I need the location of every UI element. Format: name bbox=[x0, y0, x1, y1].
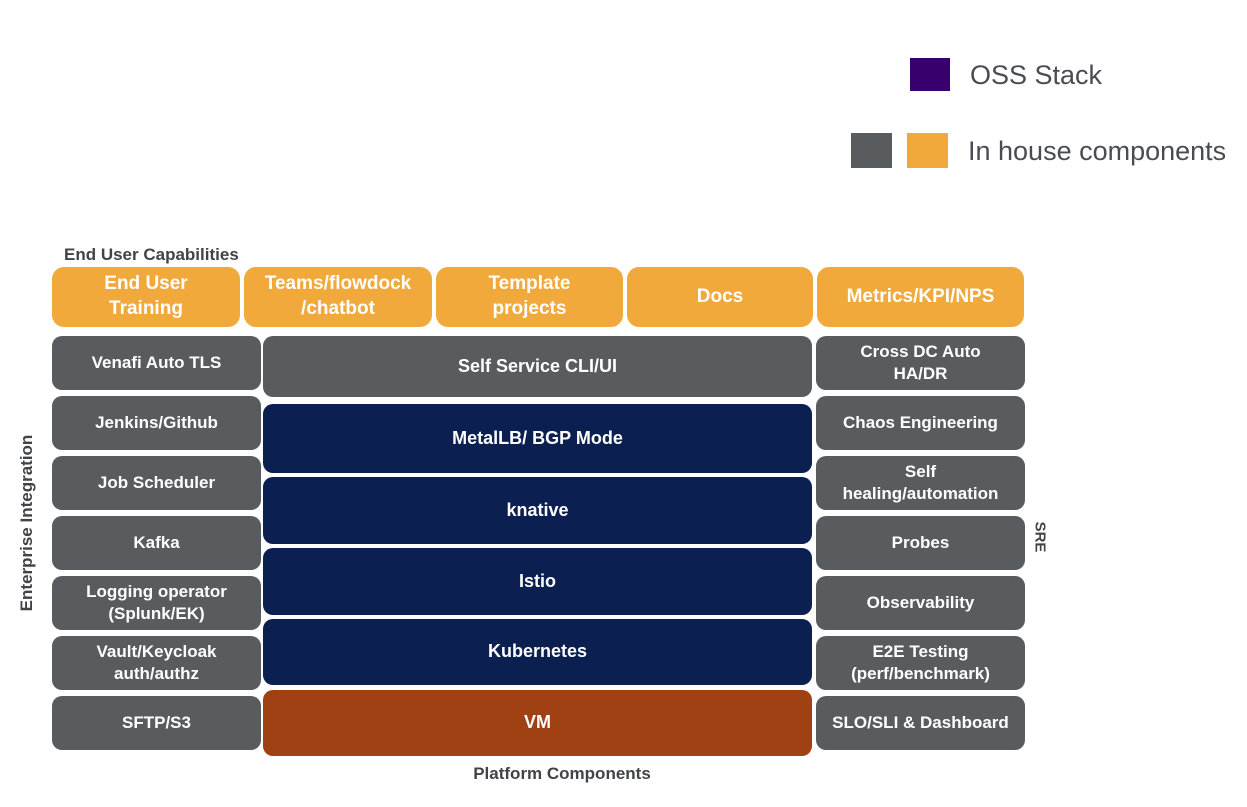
block-probes: Probes bbox=[816, 516, 1025, 570]
legend-swatch-inhouse-gray bbox=[851, 133, 892, 168]
label-sre: SRE bbox=[1031, 521, 1049, 553]
block-observability: Observability bbox=[816, 576, 1025, 630]
block-teams-flowdock-chatbot: Teams/flowdock /chatbot bbox=[244, 267, 432, 327]
block-docs: Docs bbox=[627, 267, 813, 327]
block-end-user-training: End User Training bbox=[52, 267, 240, 327]
label-end-user-capabilities: End User Capabilities bbox=[64, 245, 239, 264]
block-metallb-bgp-mode: MetalLB/ BGP Mode bbox=[263, 404, 812, 473]
block-metrics-kpi-nps: Metrics/KPI/NPS bbox=[817, 267, 1024, 327]
legend-swatch-oss bbox=[910, 58, 950, 91]
block-slo-sli-dashboard: SLO/SLI & Dashboard bbox=[816, 696, 1025, 750]
block-vm: VM bbox=[263, 690, 812, 756]
block-template-projects: Template projects bbox=[436, 267, 623, 327]
block-istio: Istio bbox=[263, 548, 812, 615]
block-cross-dc-auto-ha-dr: Cross DC Auto HA/DR bbox=[816, 336, 1025, 390]
block-chaos-engineering: Chaos Engineering bbox=[816, 396, 1025, 450]
block-knative: knative bbox=[263, 477, 812, 544]
block-kubernetes: Kubernetes bbox=[263, 619, 812, 685]
block-kafka: Kafka bbox=[52, 516, 261, 570]
legend-swatch-inhouse-orange bbox=[907, 133, 948, 168]
block-self-healing-automation: Self healing/automation bbox=[816, 456, 1025, 510]
legend-label-inhouse: In house components bbox=[968, 136, 1227, 166]
block-job-scheduler: Job Scheduler bbox=[52, 456, 261, 510]
block-venafi-auto-tls: Venafi Auto TLS bbox=[52, 336, 261, 390]
block-sftp-s3: SFTP/S3 bbox=[52, 696, 261, 750]
block-e2e-testing: E2E Testing (perf/benchmark) bbox=[816, 636, 1025, 690]
legend-label-oss: OSS Stack bbox=[970, 60, 1103, 90]
label-platform-components: Platform Components bbox=[473, 764, 651, 783]
block-self-service-cli-ui: Self Service CLI/UI bbox=[263, 336, 812, 397]
block-logging-operator: Logging operator (Splunk/EK) bbox=[52, 576, 261, 630]
block-vault-keycloak: Vault/Keycloak auth/authz bbox=[52, 636, 261, 690]
label-enterprise-integration: Enterprise Integration bbox=[17, 434, 36, 612]
block-jenkins-github: Jenkins/Github bbox=[52, 396, 261, 450]
